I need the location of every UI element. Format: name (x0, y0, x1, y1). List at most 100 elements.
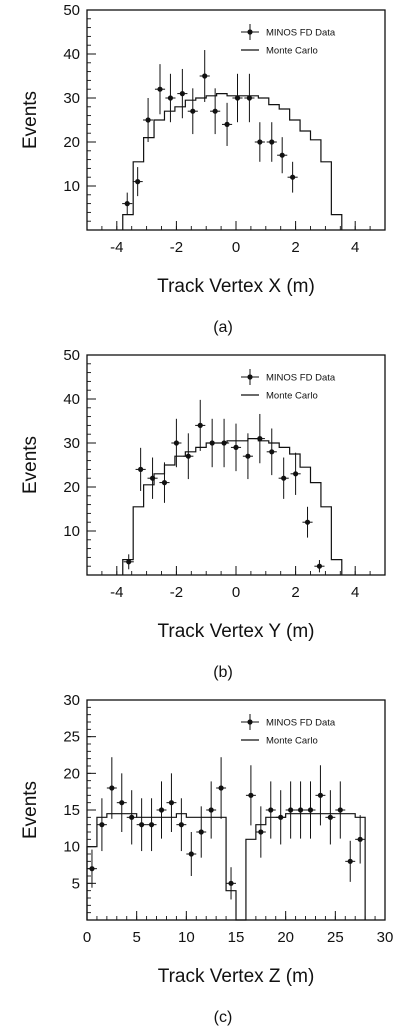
data-point (219, 418, 230, 468)
data-marker (129, 814, 135, 820)
data-point (265, 781, 276, 839)
data-marker (297, 807, 304, 813)
data-marker (278, 814, 284, 820)
data-marker (221, 440, 227, 446)
data-marker (234, 95, 241, 101)
data-point (166, 773, 177, 832)
x-axis-title: Track Vertex Z (m) (158, 966, 315, 987)
data-marker (327, 814, 333, 820)
x-tick-label: 0 (232, 239, 240, 256)
data-marker (202, 73, 208, 79)
data-point (242, 433, 253, 480)
data-point (325, 790, 336, 845)
data-point (183, 433, 194, 480)
x-tick-label: 4 (351, 584, 359, 601)
data-marker (99, 822, 105, 828)
x-tick-label: 25 (327, 929, 344, 946)
data-point (187, 88, 198, 135)
data-point (314, 560, 325, 573)
data-marker (158, 807, 165, 813)
x-axis-title: Track Vertex Y (m) (158, 621, 315, 642)
data-marker (337, 807, 343, 813)
legend-data-label: MINOS FD Data (266, 373, 336, 384)
x-tick-label: 20 (277, 929, 294, 946)
data-marker (109, 785, 115, 791)
x-tick-label: 0 (232, 584, 240, 601)
x-tick-label: 2 (291, 239, 299, 256)
legend-mc-label: Monte Carlo (266, 736, 318, 747)
chart-c-svg: 0 5 10 15 20 25 30 5 10 15 20 25 30 MINOS FD Data Mont… (20, 692, 393, 1026)
data-point (275, 790, 286, 845)
data-point (154, 64, 166, 115)
data-point (123, 554, 134, 570)
data-marker (149, 475, 156, 481)
y-tick-label: 10 (63, 178, 80, 195)
data-marker (188, 851, 194, 857)
x-tick-label: 10 (178, 929, 195, 946)
data-point (245, 765, 256, 826)
data-point (143, 98, 154, 142)
data-marker (293, 471, 299, 477)
y-tick-label: 10 (63, 523, 80, 540)
data-point (207, 418, 218, 468)
plot-frame (86, 9, 386, 231)
data-marker (209, 440, 215, 446)
data-marker (161, 480, 168, 486)
data-marker (288, 807, 294, 813)
y-tick-label: 30 (63, 435, 80, 452)
data-point (315, 765, 326, 826)
data-point (159, 462, 170, 503)
y-tick-label: 10 (63, 839, 80, 856)
data-marker (139, 822, 145, 828)
data-point (177, 68, 188, 119)
data-marker (178, 822, 184, 828)
data-point (266, 122, 277, 162)
data-point (96, 798, 107, 852)
y-tick-label: 50 (63, 2, 80, 19)
data-marker (268, 807, 274, 813)
data-marker (135, 179, 141, 185)
data-marker (138, 466, 144, 472)
panel-caption: (b) (213, 664, 233, 681)
y-tick-label: 20 (63, 134, 80, 151)
data-point (305, 781, 316, 839)
panel-caption: (a) (213, 319, 233, 336)
data-point (232, 73, 243, 123)
data-point (176, 798, 187, 852)
data-point (195, 399, 206, 451)
chart-a-svg: -4 -2 0 2 4 10 20 30 40 50 MINOS FD Data Monte Carl… (20, 2, 386, 336)
x-tick-label: 0 (83, 929, 91, 946)
x-tick-label: -2 (170, 584, 183, 601)
data-point (199, 50, 210, 102)
y-tick-label: 40 (63, 46, 80, 63)
legend-data-marker (247, 374, 253, 380)
data-point (226, 867, 236, 900)
data-point (254, 413, 265, 464)
data-point (355, 815, 366, 864)
data-marker (126, 559, 132, 565)
x-tick-label: 15 (228, 929, 245, 946)
legend-mc-label: Monte Carlo (266, 46, 318, 57)
chart-panel-b: -4 -2 0 2 4 10 20 30 40 50 MINOS FD Data Monte Carl… (0, 345, 395, 685)
data-point (126, 790, 137, 845)
data-point (345, 840, 356, 882)
data-marker (168, 800, 175, 806)
data-marker (279, 152, 285, 158)
data-marker (157, 86, 163, 92)
data-marker (124, 201, 130, 207)
x-axis-title: Track Vertex X (m) (157, 276, 315, 297)
y-tick-label: 15 (63, 802, 80, 819)
data-marker (316, 563, 323, 569)
legend-data-label: MINOS FD Data (266, 28, 336, 39)
data-point (165, 73, 176, 123)
y-tick-label: 20 (63, 765, 80, 782)
data-point (221, 102, 233, 146)
data-marker (89, 866, 95, 872)
data-point (156, 781, 167, 839)
x-tick-label: 4 (351, 239, 359, 256)
data-point (295, 781, 306, 839)
x-tick-label: 5 (132, 929, 140, 946)
data-point (230, 423, 242, 472)
data-marker (145, 117, 151, 123)
data-point (206, 781, 217, 839)
